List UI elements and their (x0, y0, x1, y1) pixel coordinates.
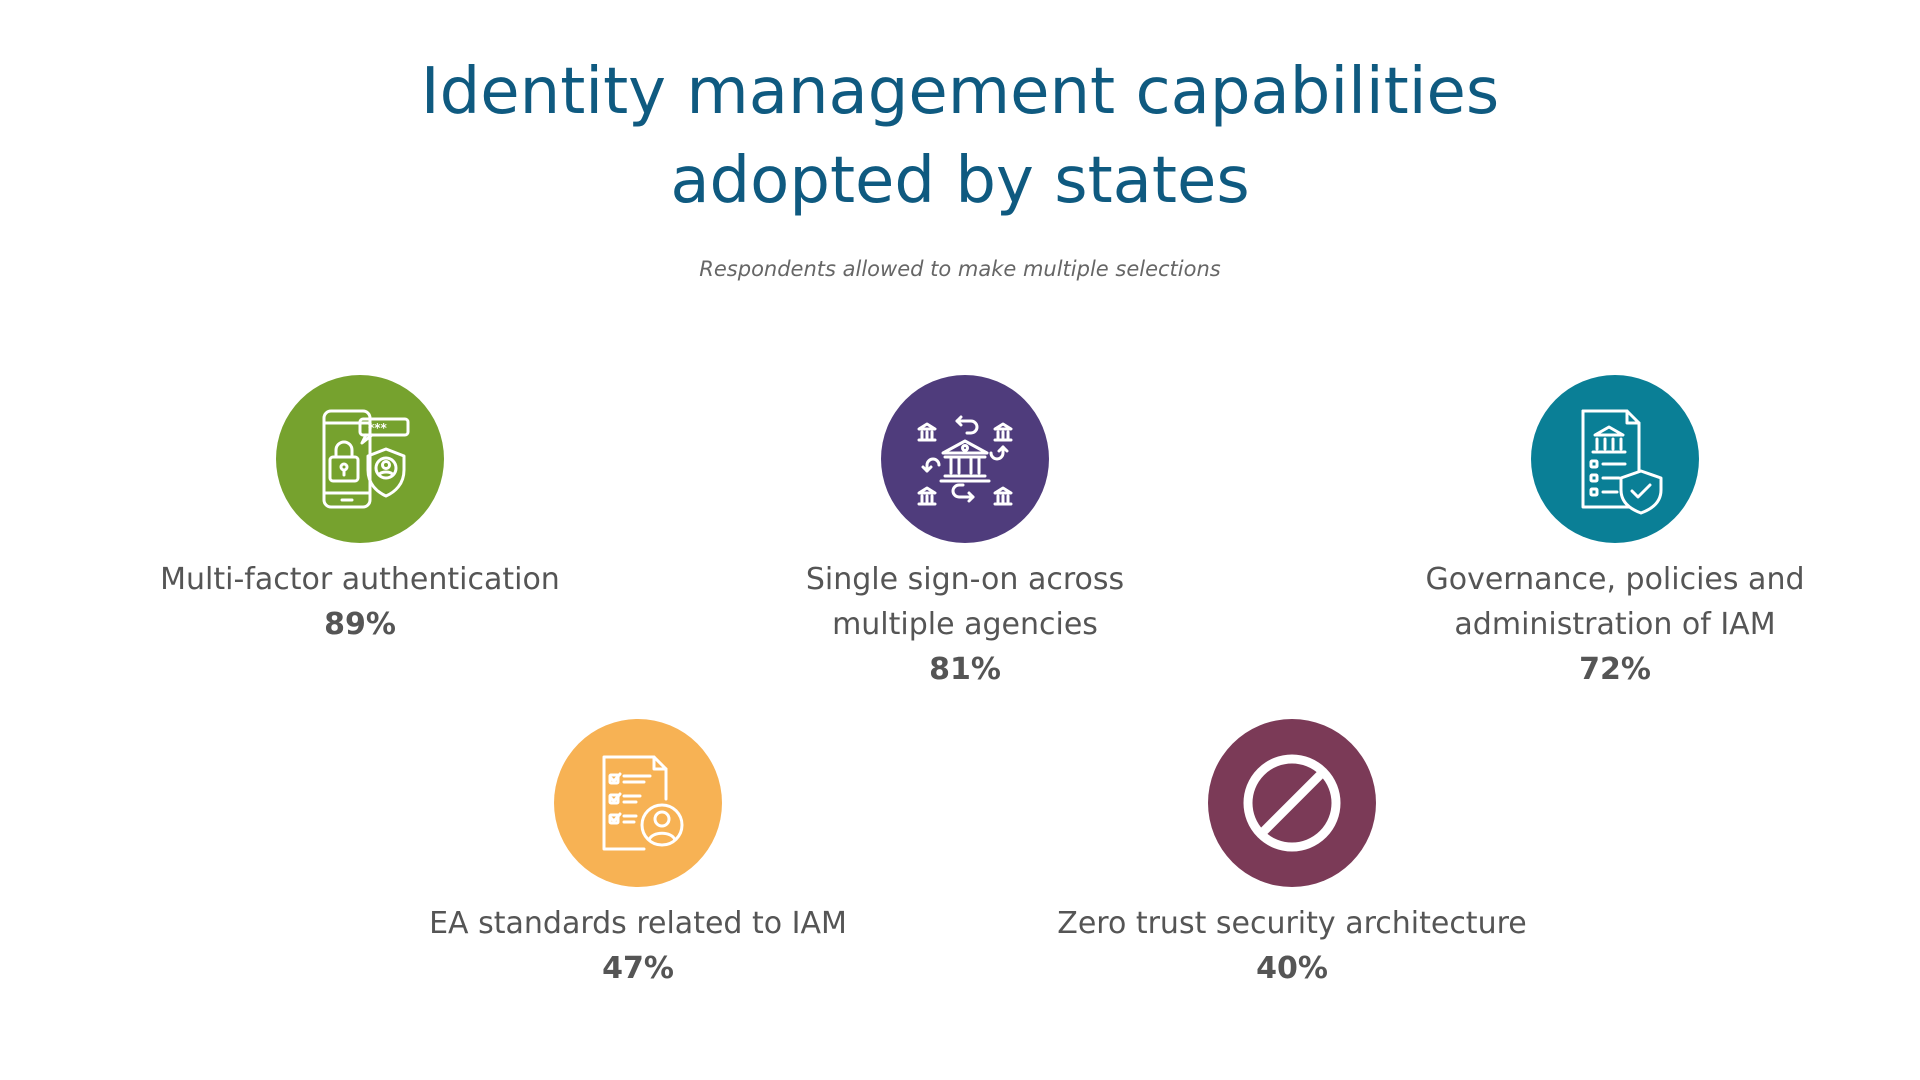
sso-label-line-2: multiple agencies (832, 607, 1098, 642)
capability-ea-standards: EA standards related to IAM 47% (378, 719, 898, 991)
sso-percent: 81% (929, 652, 1001, 687)
zero-trust-label: Zero trust security architecture (1032, 901, 1552, 946)
svg-text:***: *** (368, 421, 388, 435)
capability-governance: Governance, policies and administration … (1355, 375, 1875, 692)
checklist-user-icon (602, 755, 684, 851)
ea-standards-label: EA standards related to IAM (378, 901, 898, 946)
bank-network-icon (917, 415, 1013, 506)
zero-trust-badge (1208, 719, 1376, 887)
ea-standards-percent: 47% (602, 951, 674, 986)
sso-label-line-1: Single sign-on across (805, 562, 1125, 597)
sso-label: Single sign-on across multiple agencies (705, 557, 1225, 647)
capability-sso: Single sign-on across multiple agencies … (705, 375, 1225, 692)
mfa-badge: *** (276, 375, 444, 543)
governance-percent: 72% (1579, 652, 1651, 687)
policy-document-shield-icon (1581, 409, 1663, 515)
sso-badge (881, 375, 1049, 543)
ea-standards-label-line-1: EA standards related to IAM (429, 906, 847, 941)
mfa-percent: 89% (324, 607, 396, 642)
ea-standards-badge (554, 719, 722, 887)
governance-badge (1531, 375, 1699, 543)
governance-label-line-2: administration of IAM (1454, 607, 1776, 642)
mfa-label: Multi-factor authentication (100, 557, 620, 602)
zero-trust-percent: 40% (1256, 951, 1328, 986)
page-title: Identity management capabilities adopted… (0, 48, 1920, 226)
governance-label: Governance, policies and administration … (1355, 557, 1875, 647)
prohibited-icon (1243, 754, 1341, 852)
title-line-1: Identity management capabilities (420, 55, 1500, 129)
title-line-2: adopted by states (670, 144, 1250, 218)
mfa-label-line-1: Multi-factor authentication (160, 562, 560, 597)
capability-zero-trust: Zero trust security architecture 40% (1032, 719, 1552, 991)
capability-mfa: *** Multi-factor authentication 89% (100, 375, 620, 647)
page-subtitle: Respondents allowed to make multiple sel… (699, 257, 1221, 281)
phone-lock-shield-icon: *** (322, 409, 410, 509)
zero-trust-label-line-1: Zero trust security architecture (1057, 906, 1527, 941)
governance-label-line-1: Governance, policies and (1425, 562, 1805, 597)
